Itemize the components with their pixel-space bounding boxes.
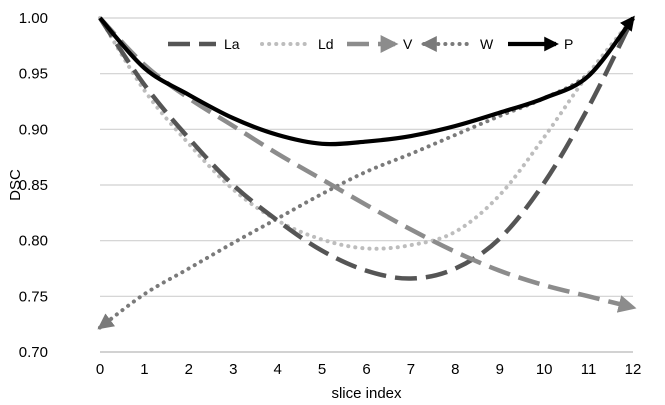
x-tick-label: 7 [407, 361, 415, 378]
x-tick-label: 0 [96, 361, 104, 378]
series-line-w [97, 16, 635, 330]
grid-lines [100, 17, 633, 353]
y-tick-label: 0.95 [19, 66, 48, 83]
y-tick-label: 0.75 [19, 288, 48, 305]
x-tick-label: 6 [362, 361, 370, 378]
legend-label-v: V [403, 36, 413, 52]
x-axis-label: slice index [331, 385, 402, 402]
series-line-la [98, 16, 636, 281]
y-tick-label: 0.70 [19, 344, 48, 361]
x-tick-label: 5 [318, 361, 326, 378]
x-tick-label: 11 [581, 361, 597, 378]
x-tick-label: 4 [273, 361, 281, 378]
series-line-v [98, 16, 637, 313]
y-tick-labels: 0.70 0.75 0.80 0.85 0.90 0.95 1.00 [19, 10, 48, 361]
x-tick-label: 12 [625, 361, 642, 378]
x-tick-label: 3 [229, 361, 237, 378]
series-lines [97, 15, 637, 330]
x-tick-label: 8 [451, 361, 459, 378]
y-tick-label: 0.90 [19, 121, 48, 138]
legend-label-w: W [480, 36, 494, 52]
y-axis-label: DSC [7, 169, 24, 201]
y-tick-label: 0.80 [19, 233, 48, 250]
y-tick-label: 0.85 [19, 177, 48, 194]
x-tick-label: 2 [185, 361, 193, 378]
legend-label-ld: Ld [318, 36, 334, 52]
legend-label-p: P [564, 36, 573, 52]
legend-label-la: La [224, 36, 240, 52]
legend: La Ld V W P [168, 35, 573, 53]
series-line-ld [98, 16, 635, 251]
x-tick-label: 9 [496, 361, 504, 378]
x-tick-label: 1 [140, 361, 148, 378]
y-tick-label: 1.00 [19, 10, 48, 27]
series-line-p [98, 15, 635, 147]
x-tick-label: 10 [536, 361, 553, 378]
x-tick-labels: 0 1 2 3 4 5 6 7 8 9 10 11 12 [96, 361, 642, 378]
